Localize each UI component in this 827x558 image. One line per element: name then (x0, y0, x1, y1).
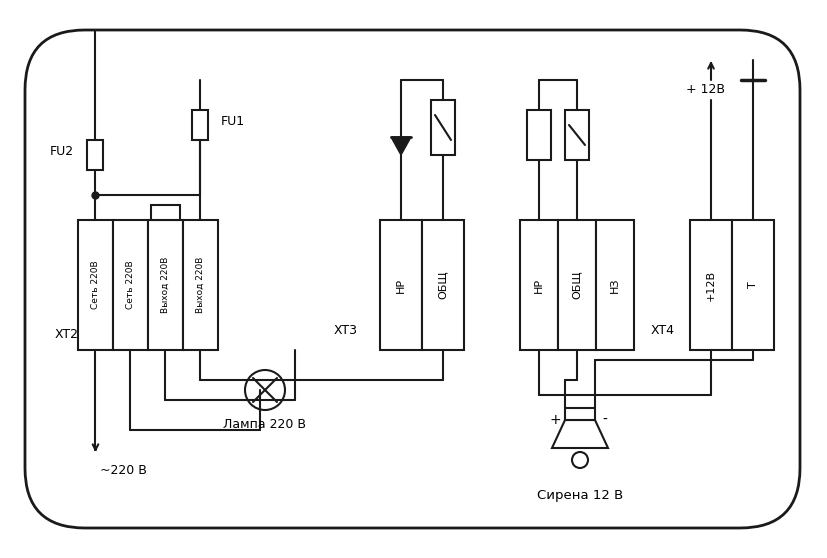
Text: Т: Т (747, 282, 757, 288)
Text: Сеть 220В: Сеть 220В (126, 261, 135, 309)
Text: XT3: XT3 (333, 324, 357, 336)
Bar (151, 205, 179, 220)
Text: НЗ: НЗ (609, 277, 619, 293)
Bar (183, 220, 218, 350)
Text: НР: НР (395, 277, 405, 292)
Text: Лампа 220 В: Лампа 220 В (223, 418, 306, 431)
Bar (519, 220, 557, 350)
Text: ОБЩ: ОБЩ (437, 271, 447, 299)
Bar (526, 110, 550, 160)
Bar (78, 220, 112, 350)
Bar (564, 408, 595, 420)
Bar (564, 110, 588, 160)
Bar (689, 220, 731, 350)
Bar (731, 220, 773, 350)
Bar (192, 110, 208, 140)
Text: Выход 220В: Выход 220В (196, 257, 205, 313)
Bar (557, 220, 595, 350)
FancyBboxPatch shape (25, 30, 799, 528)
Text: Сеть 220В: Сеть 220В (91, 261, 100, 309)
Text: +12В: +12В (705, 270, 715, 301)
Text: Выход 220В: Выход 220В (160, 257, 170, 313)
Text: Сирена 12 В: Сирена 12 В (536, 488, 623, 502)
Text: + 12В: + 12В (686, 84, 724, 97)
Text: ~220 В: ~220 В (100, 464, 147, 477)
Bar (380, 220, 422, 350)
Bar (112, 220, 148, 350)
Text: +: + (548, 413, 560, 427)
Bar (595, 220, 633, 350)
Bar (422, 220, 463, 350)
Text: XT4: XT4 (650, 324, 674, 336)
Text: FU2: FU2 (50, 146, 74, 158)
Text: ОБЩ: ОБЩ (571, 271, 581, 299)
Text: XT2: XT2 (55, 329, 79, 341)
Text: FU1: FU1 (220, 116, 244, 128)
Polygon shape (390, 137, 410, 155)
Bar (88, 140, 103, 170)
Bar (431, 100, 455, 155)
Text: НР: НР (533, 277, 543, 292)
Bar (148, 220, 183, 350)
Text: -: - (602, 413, 607, 427)
